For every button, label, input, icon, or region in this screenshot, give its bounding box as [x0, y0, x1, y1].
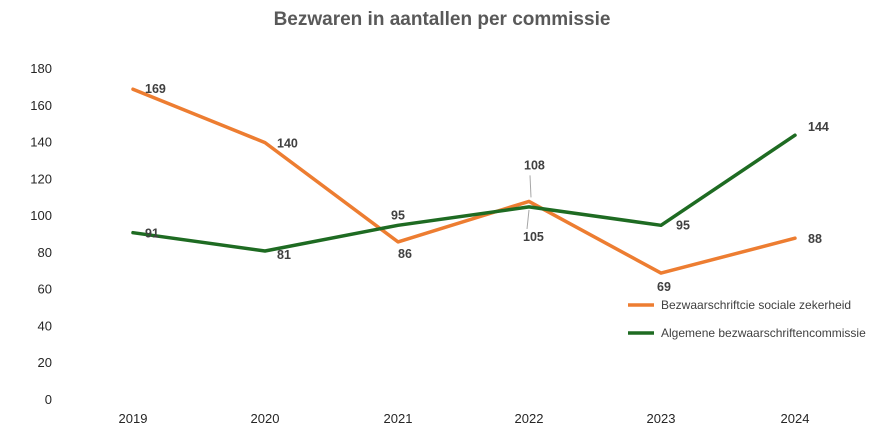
- leader-line: [529, 175, 532, 198]
- legend: Bezwaarschriftcie sociale zekerheid Algem…: [628, 298, 866, 340]
- data-labels: 169 140 86 108 69 88 91 81 95 105 95 144: [145, 82, 829, 294]
- x-axis: 2019 2020 2021 2022 2023 2024: [119, 411, 810, 426]
- series-line-1: [131, 133, 797, 253]
- y-tick-label: 100: [30, 208, 52, 223]
- x-tick-label: 2020: [251, 411, 280, 426]
- data-label: 69: [657, 280, 671, 294]
- data-label: 144: [808, 120, 829, 134]
- data-label: 95: [676, 218, 690, 232]
- series-line-0: [131, 87, 797, 275]
- label-leader-lines: [526, 175, 532, 229]
- data-label: 108: [524, 158, 545, 172]
- x-tick-label: 2022: [515, 411, 544, 426]
- x-tick-label: 2019: [119, 411, 148, 426]
- data-label: 105: [523, 230, 544, 244]
- chart-title: Bezwaren in aantallen per commissie: [274, 9, 611, 30]
- y-tick-label: 160: [30, 98, 52, 113]
- y-tick-label: 20: [38, 355, 52, 370]
- x-tick-label: 2024: [781, 411, 810, 426]
- data-label: 140: [277, 137, 298, 151]
- data-label: 81: [277, 248, 291, 262]
- data-label: 88: [808, 232, 822, 246]
- y-tick-label: 120: [30, 171, 52, 186]
- y-axis: 0 20 40 60 80 100 120 140 160 180: [30, 61, 52, 407]
- x-tick-label: 2021: [384, 411, 413, 426]
- y-tick-label: 80: [38, 245, 52, 260]
- data-label: 169: [145, 82, 166, 96]
- y-tick-label: 180: [30, 61, 52, 76]
- series-lines: [131, 87, 797, 275]
- data-label: 86: [398, 247, 412, 261]
- x-tick-label: 2023: [647, 411, 676, 426]
- y-tick-label: 140: [30, 135, 52, 150]
- y-tick-label: 40: [38, 318, 52, 333]
- y-tick-label: 0: [45, 392, 52, 407]
- data-label: 95: [391, 208, 405, 222]
- y-tick-label: 60: [38, 282, 52, 297]
- legend-label: Algemene bezwaarschriftencommissie: [661, 326, 866, 340]
- leader-line: [526, 209, 530, 229]
- data-label: 91: [145, 227, 159, 241]
- legend-label: Bezwaarschriftcie sociale zekerheid: [661, 298, 851, 312]
